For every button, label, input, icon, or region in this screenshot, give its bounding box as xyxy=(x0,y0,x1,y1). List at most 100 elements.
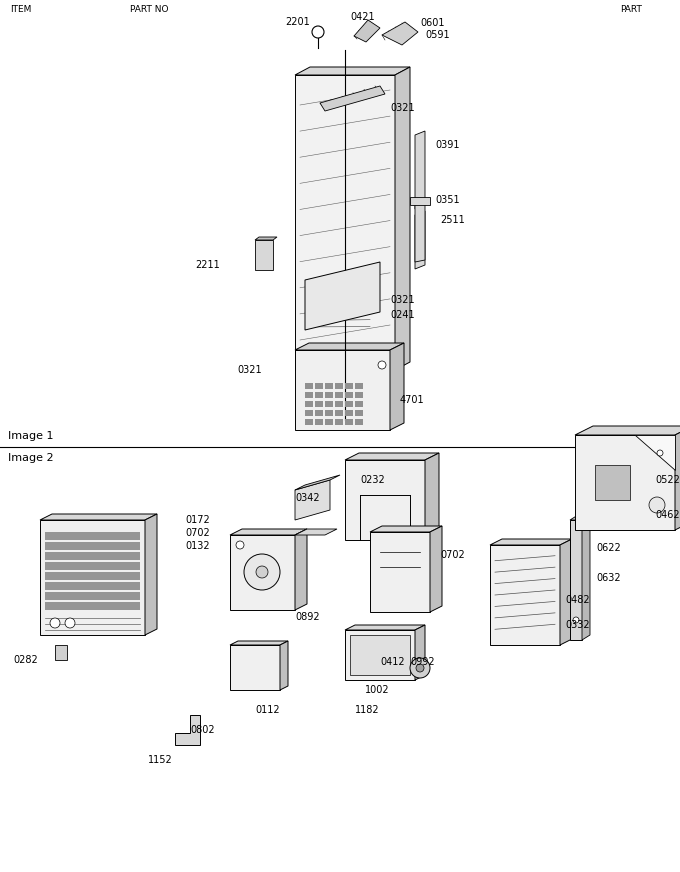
Polygon shape xyxy=(345,630,415,680)
Text: 0172: 0172 xyxy=(185,515,210,525)
Polygon shape xyxy=(295,529,307,610)
Polygon shape xyxy=(305,262,380,330)
Text: Image 2: Image 2 xyxy=(8,453,54,463)
Text: 0622: 0622 xyxy=(596,543,621,553)
Text: 0391: 0391 xyxy=(435,140,460,150)
Circle shape xyxy=(657,450,663,456)
Polygon shape xyxy=(345,453,439,460)
Polygon shape xyxy=(295,67,410,75)
Text: 0482: 0482 xyxy=(565,595,590,605)
Circle shape xyxy=(573,617,579,623)
Polygon shape xyxy=(230,645,280,690)
Circle shape xyxy=(410,658,430,678)
Polygon shape xyxy=(255,237,277,240)
Text: 2511: 2511 xyxy=(440,215,464,225)
Text: 0992: 0992 xyxy=(410,657,435,667)
Text: 0321: 0321 xyxy=(390,295,415,305)
Text: PART NO: PART NO xyxy=(130,5,169,15)
Polygon shape xyxy=(145,514,157,635)
Polygon shape xyxy=(175,715,200,745)
Text: 1182: 1182 xyxy=(355,705,379,715)
Polygon shape xyxy=(425,453,439,540)
Polygon shape xyxy=(295,475,340,490)
Text: 1152: 1152 xyxy=(148,755,173,765)
Text: 0802: 0802 xyxy=(190,725,215,735)
Polygon shape xyxy=(570,515,590,520)
Text: 2201: 2201 xyxy=(285,17,310,27)
Text: 0321: 0321 xyxy=(237,365,262,375)
Polygon shape xyxy=(230,641,288,645)
Polygon shape xyxy=(415,625,425,680)
Circle shape xyxy=(378,361,386,369)
Text: 0601: 0601 xyxy=(420,18,445,28)
Text: 0241: 0241 xyxy=(390,310,415,320)
Polygon shape xyxy=(575,426,680,435)
Text: 0282: 0282 xyxy=(13,655,38,665)
Text: 0632: 0632 xyxy=(596,573,621,583)
Text: 0892: 0892 xyxy=(295,612,320,622)
Polygon shape xyxy=(370,526,442,532)
Polygon shape xyxy=(415,131,425,209)
Circle shape xyxy=(244,554,280,590)
Text: 1002: 1002 xyxy=(365,685,390,695)
Text: 0591: 0591 xyxy=(425,30,449,40)
Polygon shape xyxy=(295,350,390,430)
Text: 0702: 0702 xyxy=(440,550,464,560)
Polygon shape xyxy=(345,460,425,540)
Polygon shape xyxy=(415,203,425,262)
Polygon shape xyxy=(382,22,418,45)
Polygon shape xyxy=(410,197,430,205)
Text: 0112: 0112 xyxy=(255,705,279,715)
Polygon shape xyxy=(40,514,157,520)
Polygon shape xyxy=(280,641,288,690)
Polygon shape xyxy=(490,539,572,545)
Text: ITEM: ITEM xyxy=(10,5,31,15)
Polygon shape xyxy=(560,539,572,645)
Polygon shape xyxy=(595,465,630,500)
Polygon shape xyxy=(40,520,145,635)
Polygon shape xyxy=(354,20,380,42)
Polygon shape xyxy=(320,86,385,111)
Polygon shape xyxy=(295,529,337,535)
Polygon shape xyxy=(345,625,425,630)
Circle shape xyxy=(256,566,268,578)
Polygon shape xyxy=(635,435,675,470)
Polygon shape xyxy=(295,343,404,350)
Text: 0132: 0132 xyxy=(186,541,210,551)
Text: 0232: 0232 xyxy=(360,475,385,485)
Text: 4701: 4701 xyxy=(400,395,424,405)
Polygon shape xyxy=(55,645,67,660)
Polygon shape xyxy=(230,535,295,610)
Text: 0332: 0332 xyxy=(565,620,590,630)
Polygon shape xyxy=(255,240,273,270)
Polygon shape xyxy=(295,480,330,520)
Text: 0342: 0342 xyxy=(295,493,320,503)
Polygon shape xyxy=(582,515,590,640)
Text: 0412: 0412 xyxy=(380,657,405,667)
Polygon shape xyxy=(430,526,442,612)
Polygon shape xyxy=(395,67,410,370)
Text: PART: PART xyxy=(620,5,642,15)
Text: 2211: 2211 xyxy=(195,260,220,270)
Polygon shape xyxy=(370,532,430,612)
Circle shape xyxy=(649,497,665,513)
Polygon shape xyxy=(570,520,582,640)
Circle shape xyxy=(416,664,424,672)
Circle shape xyxy=(50,618,60,628)
Text: 0321: 0321 xyxy=(390,103,415,113)
Text: 0351: 0351 xyxy=(435,195,460,205)
Polygon shape xyxy=(350,635,410,675)
Polygon shape xyxy=(390,343,404,430)
Polygon shape xyxy=(415,211,425,269)
Polygon shape xyxy=(295,75,395,370)
Polygon shape xyxy=(575,435,675,530)
Text: 0702: 0702 xyxy=(185,528,210,538)
Circle shape xyxy=(65,618,75,628)
Polygon shape xyxy=(230,529,307,535)
Circle shape xyxy=(312,26,324,38)
Polygon shape xyxy=(675,426,680,530)
Text: 0462: 0462 xyxy=(656,510,680,520)
Polygon shape xyxy=(490,545,560,645)
Circle shape xyxy=(236,541,244,549)
Text: 0421: 0421 xyxy=(350,12,375,22)
